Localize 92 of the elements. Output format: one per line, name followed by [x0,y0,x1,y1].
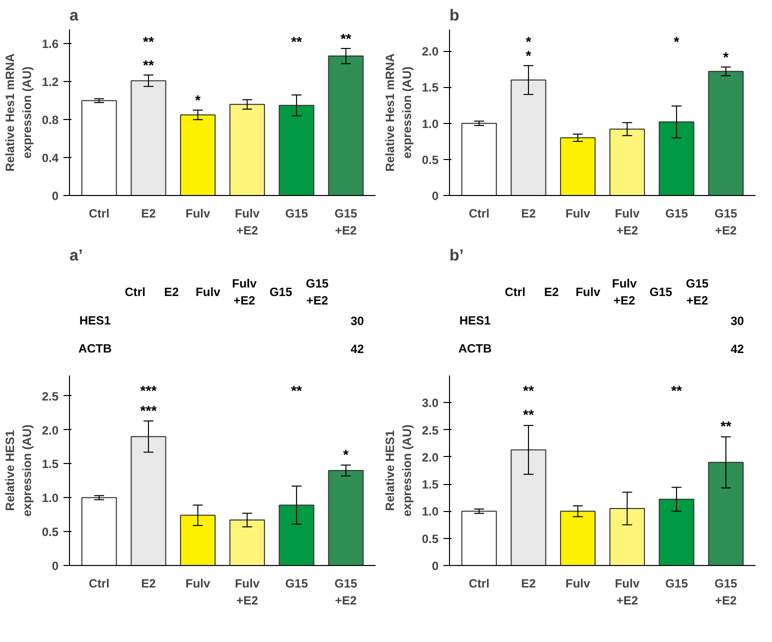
category-label: E2 [164,285,180,300]
annotation: ** [671,382,683,398]
annotation: ** [291,382,303,398]
text: a’ [70,248,83,264]
x-tick-label: Fulv +E2 [614,576,640,608]
y-tick-label: 1.5 [422,478,439,492]
annotation: ** [523,406,534,423]
x-tick-label: Ctrl [468,576,490,590]
x-tick-label: Fulv +E2 [614,206,640,238]
y-tick-label: 2.5 [42,389,59,404]
annotation: ** [523,382,534,398]
y-axis-title: Relative HES1 expression (AU) [3,424,34,517]
category-label: Ctrl [124,285,146,300]
text: b’ [450,248,464,264]
x-tick-label: G15 +E2 [334,576,358,608]
y-tick-label: 0.5 [42,525,59,540]
y-tick-label: 1.0 [42,491,59,506]
x-tick-label: Fulv [565,576,590,590]
y-tick-label: 2.0 [42,423,59,438]
y-axis-title: Relative Hes1 mRNA expression (AU) [3,53,34,172]
y-tick-label: 1.0 [422,116,439,131]
y-tick-label: 2.5 [422,423,439,438]
y-tick-label: 3.0 [422,396,439,410]
text: ACTB [78,342,112,356]
annotation: * [723,48,730,65]
category-label: Fulv +E2 [232,276,258,308]
y-tick-label: 1.2 [42,75,59,90]
x-tick-label: G15 [285,206,308,220]
x-tick-label: Fulv +E2 [234,576,260,608]
category-label: G15 [649,285,672,300]
x-tick-label: Ctrl [88,576,110,590]
text: 42 [350,342,364,356]
y-tick-label: 0.5 [422,152,439,167]
x-tick-label: Fulv +E2 [234,206,260,238]
text: 42 [730,342,744,356]
annotation: ** [340,30,352,47]
x-tick-label: Fulv [185,576,210,590]
chart-title: b [450,8,460,24]
category-label: Fulv [576,285,601,300]
category-label: G15 [269,285,292,300]
text: HES1 [79,313,111,328]
annotation: *** [140,402,158,418]
y-tick-label: 0 [432,559,439,573]
y-axis-title: Relative HES1 expression (AU) [383,424,414,517]
y-tick-label: 0 [52,189,59,203]
x-tick-label: G15 [665,206,688,220]
category-label: Fulv [196,285,221,300]
y-tick-label: 1.5 [42,457,59,472]
text: 30 [350,314,364,328]
y-tick-label: 0 [432,189,439,203]
category-label: E2 [544,285,560,300]
y-tick-label: 0.4 [42,151,59,166]
x-tick-label: G15 [665,576,688,590]
y-tick-label: 0.5 [422,532,439,546]
text: ACTB [458,342,492,356]
x-tick-label: E2 [141,576,156,590]
annotation: ** [143,33,154,50]
x-tick-label: Ctrl [468,206,490,220]
chart-title: a [70,8,78,24]
category-label: Ctrl [504,285,526,300]
annotation: * [674,33,680,50]
y-tick-label: 0 [52,559,59,573]
x-tick-label: E2 [521,576,536,590]
x-tick-label: Ctrl [88,206,110,220]
annotation: ** [720,418,732,434]
y-axis-title: Relative Hes1 mRNA expression (AU) [383,53,414,172]
annotation: *** [140,382,158,398]
category-label: Fulv +E2 [612,276,638,308]
category-label: G15 +E2 [686,276,709,308]
x-tick-label: Fulv [185,206,210,220]
y-tick-label: 1.6 [42,37,59,52]
annotation: * [526,33,532,50]
annotation: * [195,92,202,108]
y-tick-label: 2.0 [422,44,439,59]
y-tick-label: 1.5 [422,80,439,95]
x-tick-label: E2 [141,206,156,220]
x-tick-label: G15 [285,576,308,590]
annotation: * [526,47,532,64]
x-tick-label: E2 [521,206,536,220]
y-tick-label: 0.8 [42,113,59,128]
text: HES1 [459,313,491,328]
annotation: ** [291,33,303,50]
x-tick-label: G15 +E2 [714,206,738,238]
x-tick-label: G15 +E2 [334,206,358,238]
x-tick-label: G15 +E2 [714,576,738,608]
y-tick-label: 2.0 [422,450,439,464]
category-label: G15 +E2 [306,276,329,308]
annotation: * [343,446,350,462]
x-tick-label: Fulv [565,206,590,220]
y-tick-label: 1.0 [422,504,439,519]
text: 30 [730,314,744,328]
annotation: ** [143,57,154,74]
